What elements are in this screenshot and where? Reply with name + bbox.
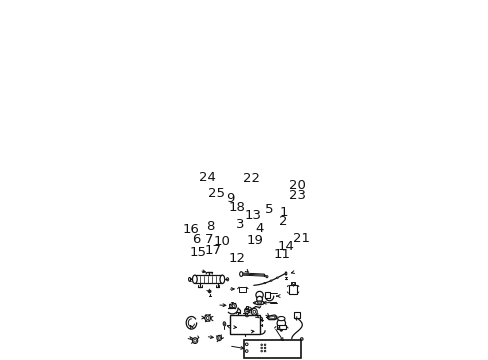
Text: 17: 17 <box>204 244 221 257</box>
Ellipse shape <box>277 316 285 321</box>
Ellipse shape <box>255 291 263 299</box>
Text: 15: 15 <box>189 246 206 259</box>
Bar <box>245 306 248 309</box>
Ellipse shape <box>264 350 265 352</box>
Ellipse shape <box>264 282 265 284</box>
Text: 12: 12 <box>228 252 245 265</box>
Text: 16: 16 <box>182 222 199 235</box>
Text: 9: 9 <box>226 192 234 205</box>
Ellipse shape <box>254 301 264 305</box>
Ellipse shape <box>216 336 221 341</box>
Text: 1: 1 <box>279 206 287 219</box>
Ellipse shape <box>264 344 265 346</box>
Text: 10: 10 <box>213 235 230 248</box>
Text: 19: 19 <box>246 234 263 247</box>
Ellipse shape <box>220 275 224 283</box>
Ellipse shape <box>245 315 248 317</box>
Text: 2: 2 <box>279 215 287 228</box>
Ellipse shape <box>244 308 249 314</box>
Ellipse shape <box>245 343 247 346</box>
Ellipse shape <box>270 280 271 281</box>
Bar <box>264 292 269 298</box>
Bar <box>239 287 246 292</box>
Text: 21: 21 <box>292 232 309 245</box>
Text: 23: 23 <box>288 189 305 202</box>
Bar <box>244 339 300 359</box>
Ellipse shape <box>277 319 285 328</box>
Text: 14: 14 <box>277 239 294 253</box>
Text: 11: 11 <box>273 248 290 261</box>
Text: 25: 25 <box>208 187 225 200</box>
Text: 24: 24 <box>199 171 216 184</box>
Ellipse shape <box>276 277 278 278</box>
Ellipse shape <box>223 322 225 326</box>
Text: 7: 7 <box>204 233 213 246</box>
Text: 13: 13 <box>244 209 261 222</box>
Text: 5: 5 <box>264 203 273 216</box>
Ellipse shape <box>204 315 210 321</box>
Text: 20: 20 <box>288 179 305 192</box>
Ellipse shape <box>239 272 243 276</box>
Ellipse shape <box>192 275 197 283</box>
Ellipse shape <box>260 344 262 346</box>
Ellipse shape <box>285 272 286 275</box>
Ellipse shape <box>245 350 247 352</box>
Text: 18: 18 <box>228 201 245 214</box>
Ellipse shape <box>208 290 210 293</box>
Ellipse shape <box>264 347 265 349</box>
Text: 4: 4 <box>254 222 263 235</box>
Bar <box>290 283 295 285</box>
Ellipse shape <box>251 309 257 315</box>
Ellipse shape <box>300 338 303 340</box>
Ellipse shape <box>256 296 262 302</box>
Ellipse shape <box>188 278 190 281</box>
Ellipse shape <box>260 347 262 349</box>
Ellipse shape <box>192 338 197 343</box>
Text: 8: 8 <box>206 220 214 233</box>
Ellipse shape <box>258 317 262 320</box>
Text: 3: 3 <box>236 219 244 231</box>
Ellipse shape <box>260 350 262 352</box>
Bar <box>294 312 299 318</box>
Bar <box>276 325 285 329</box>
Bar <box>288 284 296 294</box>
Bar <box>230 315 259 334</box>
Text: 6: 6 <box>191 233 200 246</box>
Text: 22: 22 <box>243 172 260 185</box>
